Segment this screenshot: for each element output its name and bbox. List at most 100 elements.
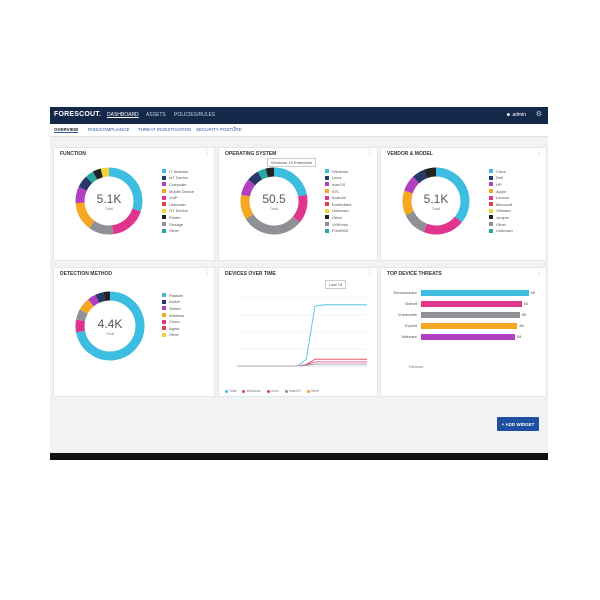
donut-chart[interactable]: 50.5 Total	[239, 166, 309, 236]
donut-segment[interactable]	[245, 213, 300, 235]
donut-segment[interactable]	[404, 176, 420, 194]
bar[interactable]	[421, 323, 518, 329]
donut-segment[interactable]	[423, 216, 462, 235]
donut-segment[interactable]	[78, 176, 93, 191]
donut-segment[interactable]	[89, 220, 114, 235]
legend-item[interactable]: Cloud	[162, 318, 184, 325]
donut-segment[interactable]	[413, 169, 428, 184]
donut-segment[interactable]	[103, 291, 111, 301]
widget-menu-icon[interactable]: ⋮	[367, 150, 373, 156]
legend-item[interactable]: Lenovo	[489, 194, 513, 201]
line-legend-item[interactable]: Windows	[242, 389, 261, 393]
legend-item[interactable]: iOS	[325, 188, 351, 195]
widget-menu-icon[interactable]: ⋮	[367, 270, 373, 276]
legend-item[interactable]: Unknown	[325, 208, 351, 215]
donut-segment[interactable]	[76, 309, 88, 322]
legend-item[interactable]: Other	[325, 214, 351, 221]
legend-item[interactable]: macOS	[325, 181, 351, 188]
donut-segment[interactable]	[240, 194, 254, 219]
donut-segment[interactable]	[241, 179, 256, 197]
legend-item[interactable]: Passive	[162, 292, 184, 299]
donut-segment[interactable]	[86, 171, 98, 184]
legend-item[interactable]: Computer	[162, 181, 194, 188]
legend-item[interactable]: VxWorks	[325, 221, 351, 228]
widget-menu-icon[interactable]: ⋮	[536, 150, 542, 156]
donut-segment[interactable]	[75, 186, 87, 204]
tab-security-posture[interactable]: SECURITY POSTURE	[196, 127, 242, 132]
donut-segment[interactable]	[100, 167, 110, 178]
bar[interactable]	[421, 312, 520, 318]
legend-item[interactable]: Wireless	[162, 312, 184, 319]
time-range-select[interactable]: Last 7d	[325, 280, 347, 289]
donut-segment[interactable]	[273, 167, 307, 197]
settings-gear-icon[interactable]: ⚙	[535, 111, 542, 118]
donut-segment[interactable]	[75, 202, 95, 229]
donut-segment[interactable]	[248, 171, 263, 186]
add-tab-icon[interactable]: +	[233, 126, 237, 132]
legend-item[interactable]: Microsoft	[489, 201, 513, 208]
widget-menu-icon[interactable]: ⋮	[536, 270, 542, 276]
donut-segment[interactable]	[108, 167, 143, 212]
nav-assets[interactable]: ASSETS	[146, 112, 166, 118]
line-legend-item[interactable]: Total	[225, 389, 236, 393]
legend-item[interactable]: Agent	[162, 325, 184, 332]
legend-item[interactable]: Mobile Device	[162, 188, 194, 195]
donut-segment[interactable]	[435, 167, 470, 223]
user-menu[interactable]: ☻ admin	[506, 112, 526, 118]
donut-segment[interactable]	[75, 319, 85, 333]
tab-overview[interactable]: OVERVIEW	[54, 127, 79, 133]
legend-item[interactable]: Other	[162, 332, 184, 339]
legend-item[interactable]: Juniper	[489, 214, 513, 221]
legend-item[interactable]: HP	[489, 181, 513, 188]
add-widget-button[interactable]: + ADD WIDGET	[497, 417, 539, 431]
donut-segment[interactable]	[76, 291, 145, 361]
widget-menu-icon[interactable]: ⋮	[204, 150, 210, 156]
legend-item[interactable]: VMware	[489, 208, 513, 215]
legend-item[interactable]: Storage	[162, 221, 194, 228]
legend-item[interactable]: Other	[162, 227, 194, 234]
donut-segment[interactable]	[79, 299, 94, 314]
legend-item[interactable]: FreeBSD	[325, 227, 351, 234]
tab-threat-investigation[interactable]: THREAT INVESTIGATION	[138, 127, 192, 132]
line-legend-item[interactable]: macOS	[284, 389, 301, 393]
legend-item[interactable]: Switch	[162, 305, 184, 312]
line-legend-item[interactable]: Other	[306, 389, 319, 393]
bar[interactable]	[421, 290, 529, 296]
donut-segment[interactable]	[257, 168, 269, 180]
legend-item[interactable]: IoT Device	[162, 175, 194, 182]
donut-segment[interactable]	[292, 194, 308, 223]
donut-chart[interactable]: 4.4K Total	[74, 290, 146, 362]
donut-segment[interactable]	[423, 167, 437, 179]
nav-policies[interactable]: POLICIES/RULES	[174, 112, 216, 118]
donut-segment[interactable]	[265, 167, 275, 178]
legend-item[interactable]: Android	[325, 194, 351, 201]
donut-segment[interactable]	[405, 211, 428, 233]
line-chart[interactable]	[223, 292, 373, 378]
widget-menu-icon[interactable]: ⋮	[204, 270, 210, 276]
donut-segment[interactable]	[92, 168, 104, 180]
donut-chart[interactable]: 5.1K Total	[401, 166, 471, 236]
legend-item[interactable]: Cisco	[489, 168, 513, 175]
tab-risk-compliance[interactable]: RISK/COMPLIANCE	[88, 127, 130, 132]
legend-item[interactable]: Apple	[489, 188, 513, 195]
nav-dashboard[interactable]: DASHBOARD	[107, 112, 139, 118]
bar[interactable]	[421, 334, 516, 340]
legend-item[interactable]: Linux	[325, 175, 351, 182]
donut-chart[interactable]: 5.1K Total	[74, 166, 144, 236]
donut-segment[interactable]	[88, 294, 100, 307]
legend-item[interactable]: OT Device	[162, 208, 194, 215]
legend-item[interactable]: Active	[162, 299, 184, 306]
legend-item[interactable]: IT Network	[162, 168, 194, 175]
legend-item[interactable]: Unknown	[162, 201, 194, 208]
donut-segment[interactable]	[111, 208, 141, 235]
legend-item[interactable]: Printer	[162, 214, 194, 221]
legend-item[interactable]: Embedded	[325, 201, 351, 208]
legend-item[interactable]: Dell	[489, 175, 513, 182]
line-legend-item[interactable]: Linux	[266, 389, 279, 393]
legend-item[interactable]: VoIP	[162, 194, 194, 201]
legend-item[interactable]: Unknown	[489, 227, 513, 234]
donut-segment[interactable]	[95, 292, 106, 303]
legend-item[interactable]: Windows	[325, 168, 351, 175]
series-line[interactable]	[237, 304, 367, 367]
bar[interactable]	[421, 301, 522, 307]
